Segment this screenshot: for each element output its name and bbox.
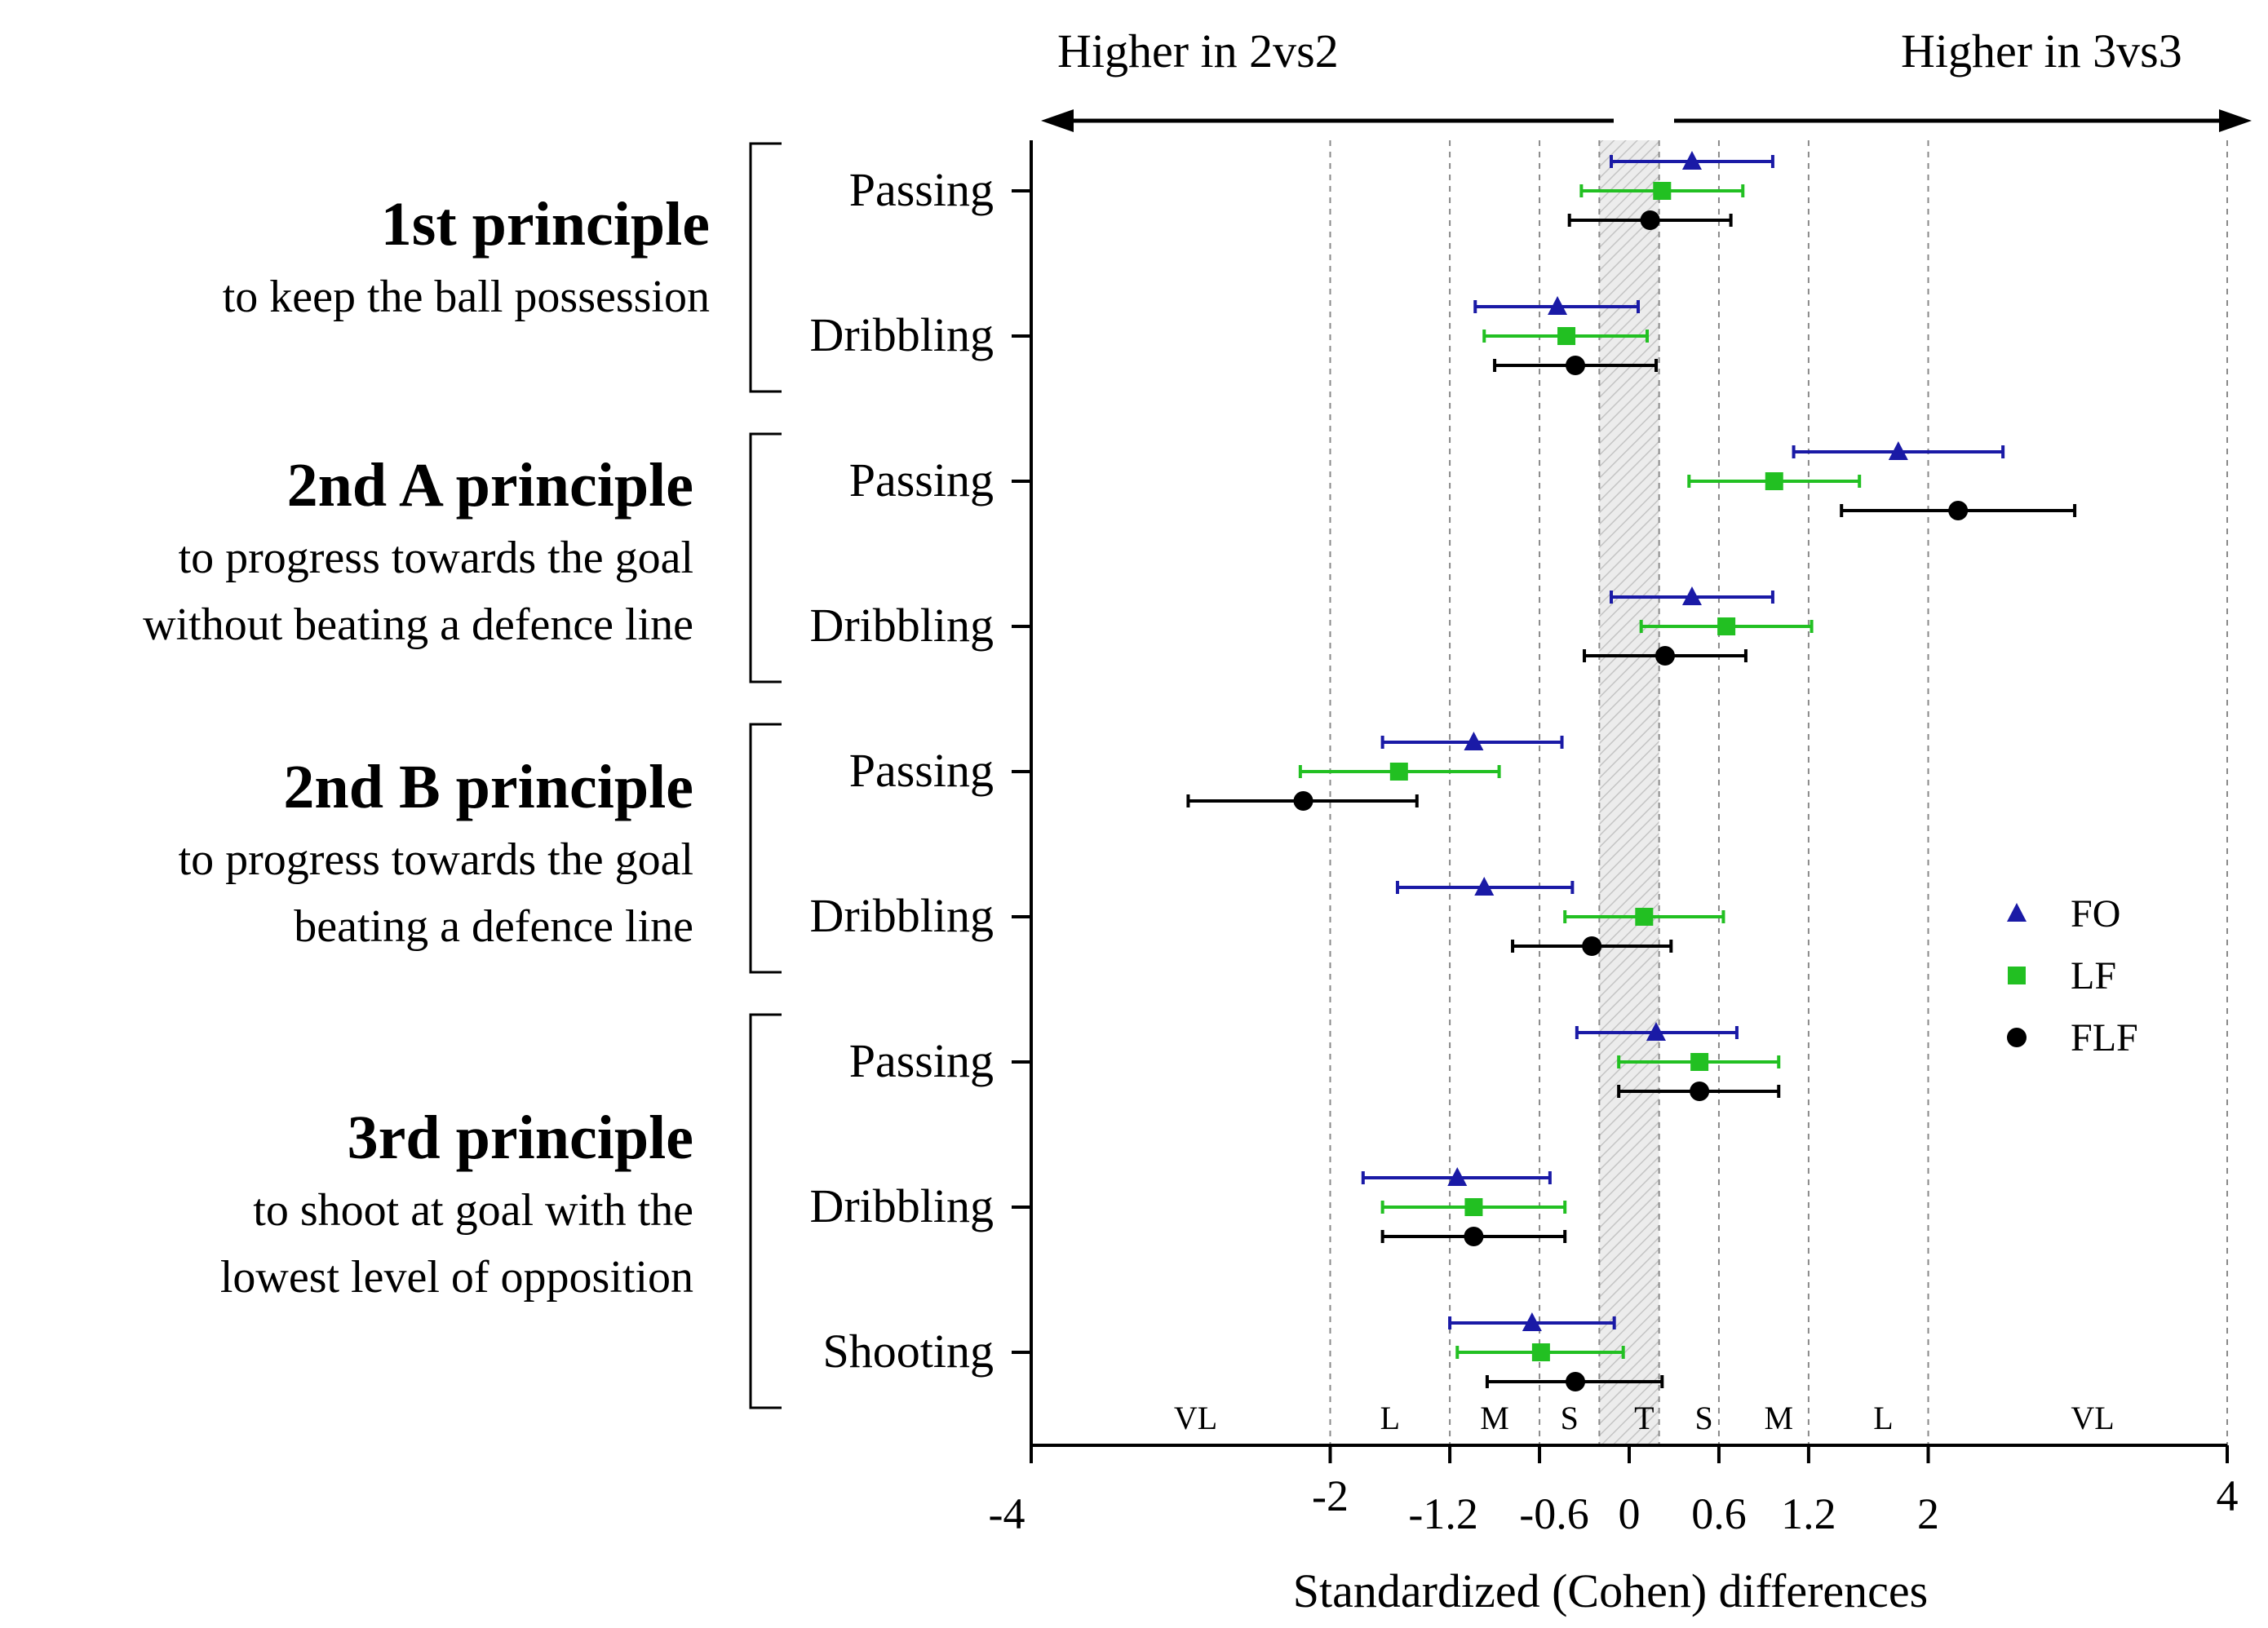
point-marker (1681, 151, 1702, 170)
point-marker (1654, 646, 1675, 666)
data-marks-layer (1186, 151, 2077, 1391)
point-marker (1717, 617, 1736, 635)
x-tick-label: 2 (1917, 1489, 1939, 1538)
point-marker (1566, 356, 1586, 375)
point-marker (1646, 1022, 1666, 1041)
row-label: Dribbling (809, 599, 994, 652)
x-tick-label: 0 (1619, 1489, 1641, 1538)
row-label: Passing (849, 163, 994, 216)
magnitude-zone-label: L (1873, 1400, 1893, 1436)
point-marker (1447, 1167, 1468, 1186)
point-marker (1582, 936, 1602, 956)
row-label: Passing (849, 744, 994, 797)
group-subtitle: to progress towards the goal (179, 533, 693, 583)
group-title: 2nd A principle (287, 451, 693, 520)
point-marker (1681, 586, 1702, 605)
magnitude-zone-label: S (1561, 1400, 1579, 1436)
magnitude-zone-label: M (1480, 1400, 1509, 1436)
group-bracket (749, 1013, 782, 1409)
group-title: 2nd B principle (283, 753, 693, 821)
magnitude-zones-layer: VL L M S T S M L VL (1174, 1400, 2115, 1436)
trivial-band (1599, 140, 1659, 1445)
group-subtitle: without beating a defence line (143, 599, 693, 650)
x-axis-title: Standardized (Cohen) differences (1293, 1564, 1928, 1617)
legend-label: LF (2071, 954, 2116, 998)
arrow-right-head (2219, 109, 2252, 132)
legend-marker (2007, 1028, 2027, 1047)
group-title: 1st principle (381, 190, 710, 259)
legend: FO LF FLF (2007, 892, 2138, 1060)
row-label: Passing (849, 453, 994, 507)
magnitude-zone-label: T (1634, 1400, 1654, 1436)
row-label: Shooting (823, 1325, 994, 1378)
magnitude-zone-label: L (1380, 1400, 1400, 1436)
group-labels-layer: 1st principle to keep the ball possession… (143, 142, 994, 1409)
x-tick-label: 1.2 (1781, 1489, 1836, 1538)
point-marker (1464, 1227, 1484, 1246)
direction-label-right: Higher in 3vs3 (1901, 24, 2182, 77)
direction-label-left: Higher in 2vs2 (1057, 24, 1339, 77)
group-bracket (749, 723, 782, 974)
legend-label: FLF (2071, 1016, 2138, 1060)
point-marker (1557, 327, 1576, 345)
point-marker (1464, 732, 1484, 750)
legend-marker (2008, 967, 2026, 984)
point-marker (1464, 1198, 1483, 1216)
point-marker (1765, 472, 1783, 490)
group-bracket (749, 142, 782, 393)
point-marker (1653, 182, 1672, 200)
row-label: Dribbling (809, 889, 994, 942)
point-marker (1389, 763, 1408, 781)
arrow-left-head (1041, 109, 1074, 132)
x-tick-label: 0.6 (1691, 1489, 1747, 1538)
x-tick-label: -1.2 (1408, 1489, 1477, 1538)
x-tick-label: 4 (2217, 1471, 2239, 1520)
point-marker (1690, 1082, 1710, 1101)
point-marker (1888, 441, 1908, 460)
row-label: Dribbling (809, 1179, 994, 1232)
point-marker (1522, 1312, 1542, 1331)
direction-header: Higher in 2vs2 Higher in 3vs3 (1041, 24, 2252, 132)
x-tick-label: -0.6 (1519, 1489, 1588, 1538)
point-marker (1566, 1372, 1586, 1391)
group-subtitle: to keep the ball possession (223, 272, 710, 322)
group-subtitle: lowest level of opposition (220, 1252, 693, 1303)
gridline-layer (1329, 140, 2228, 1445)
point-marker (1948, 501, 1969, 520)
group-subtitle: beating a defence line (294, 901, 693, 952)
point-marker (1640, 210, 1660, 230)
x-tick-label: -4 (989, 1489, 1025, 1538)
row-label: Dribbling (809, 308, 994, 361)
point-marker (1548, 296, 1568, 315)
group-subtitle: to shoot at goal with the (253, 1185, 693, 1236)
magnitude-zone-label: VL (2071, 1400, 2114, 1436)
point-marker (1474, 877, 1495, 896)
magnitude-zone-label: VL (1174, 1400, 1217, 1436)
magnitude-zone-label: M (1764, 1400, 1793, 1436)
row-label: Passing (849, 1034, 994, 1087)
trivial-band-layer (1599, 140, 1659, 1445)
point-marker (1690, 1053, 1709, 1071)
legend-marker (2007, 903, 2027, 922)
group-subtitle: to progress towards the goal (179, 834, 693, 885)
group-title: 3rd principle (348, 1104, 693, 1172)
axes-layer: -4 -2 -1.2 -0.6 0 0.6 1.2 2 4 (989, 140, 2239, 1538)
point-marker (1531, 1343, 1550, 1361)
magnitude-zone-label: S (1695, 1400, 1713, 1436)
legend-label: FO (2071, 892, 2120, 936)
point-marker (1293, 791, 1313, 811)
x-tick-label: -2 (1312, 1471, 1349, 1520)
point-marker (1635, 908, 1654, 926)
group-bracket (749, 432, 782, 683)
